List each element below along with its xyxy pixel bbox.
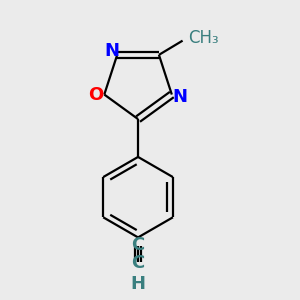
Text: O: O [88,85,103,103]
Text: C: C [131,254,145,272]
Text: H: H [130,275,146,293]
Text: N: N [104,42,119,60]
Text: N: N [173,88,188,106]
Text: C: C [131,236,145,254]
Text: CH₃: CH₃ [188,29,219,47]
